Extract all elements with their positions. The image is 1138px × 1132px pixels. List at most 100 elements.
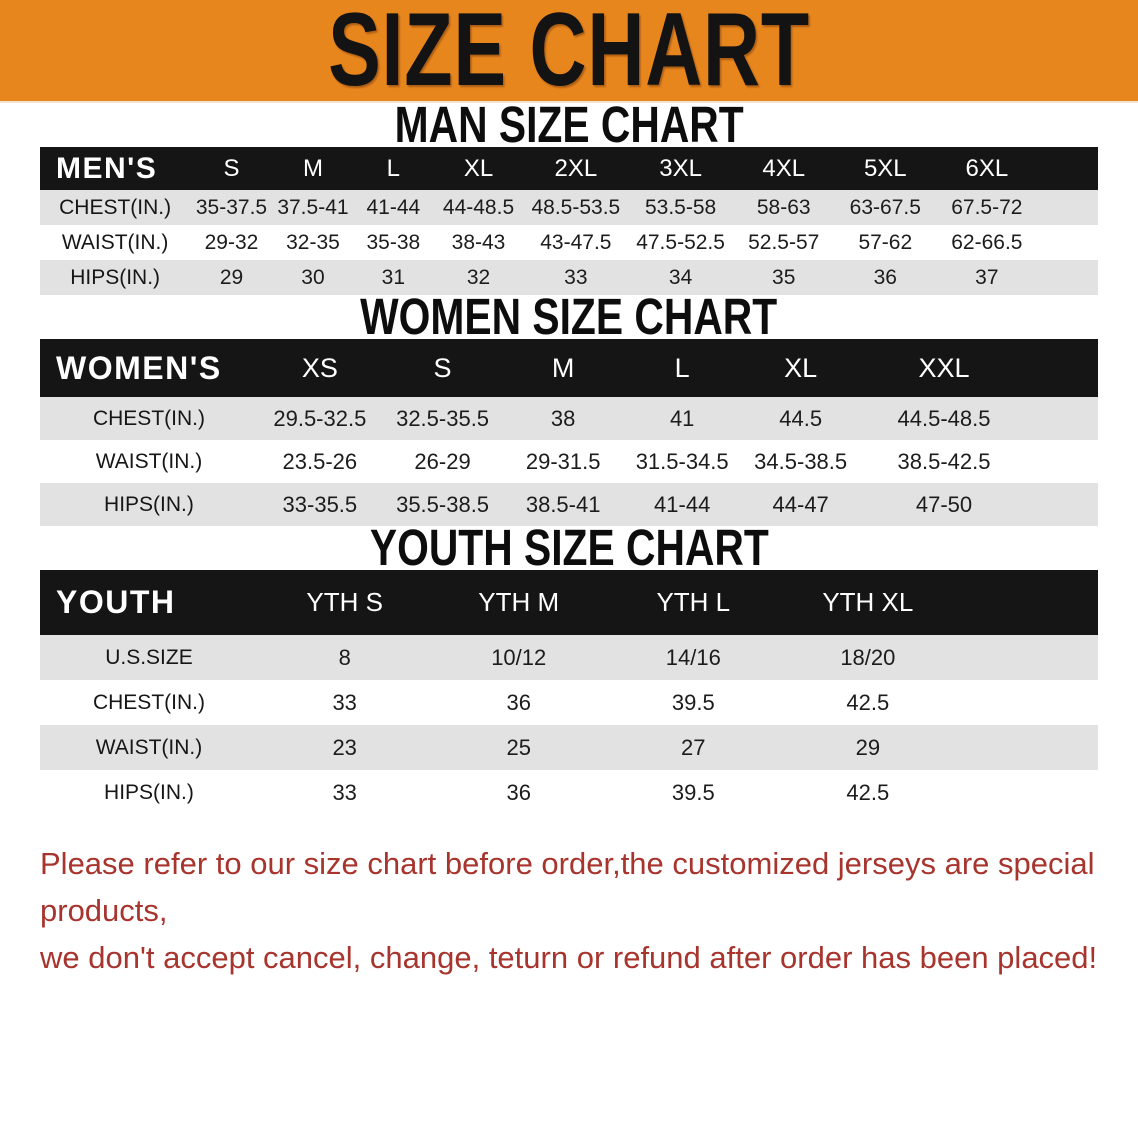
cell: 39.5 (606, 680, 781, 725)
cell: 38-43 (433, 225, 524, 260)
cell: 47-50 (859, 483, 1029, 526)
women-waist-row: WAIST(IN.) 23.5-26 26-29 29-31.5 31.5-34… (40, 440, 1098, 483)
column-header: YTH M (431, 570, 606, 635)
cell: 41-44 (622, 483, 742, 526)
row-label: CHEST(IN.) (40, 680, 258, 725)
spacer-cell (955, 770, 1098, 815)
spacer-cell (955, 725, 1098, 770)
cell: 25 (431, 725, 606, 770)
cell: 38.5-42.5 (859, 440, 1029, 483)
cell: 53.5-58 (628, 190, 733, 225)
column-header: YTH S (257, 570, 432, 635)
spacer-cell (1028, 440, 1098, 483)
cell: 37.5-41 (272, 190, 354, 225)
women-section-heading-text: WOMEN SIZE CHART (360, 288, 778, 345)
cell: 30 (272, 260, 354, 295)
column-header: L (353, 147, 434, 190)
cell: 58-63 (732, 190, 835, 225)
youth-waist-row: WAIST(IN.) 23 25 27 29 (40, 725, 1098, 770)
spacer-cell (1037, 225, 1098, 260)
cell: 27 (606, 725, 781, 770)
cell: 52.5-57 (732, 225, 835, 260)
column-header: 5XL (834, 147, 937, 190)
spacer-cell (1037, 147, 1098, 190)
men-table-title: MEN'S (40, 147, 191, 190)
cell: 41-44 (353, 190, 434, 225)
cell: 63-67.5 (834, 190, 937, 225)
youth-section-heading: YOUTH SIZE CHART (0, 522, 1138, 573)
youth-hips-row: HIPS(IN.) 33 36 39.5 42.5 (40, 770, 1098, 815)
cell: 38.5-41 (503, 483, 623, 526)
cell: 35-37.5 (190, 190, 273, 225)
men-waist-row: WAIST(IN.) 29-32 32-35 35-38 38-43 43-47… (40, 225, 1098, 260)
row-label: CHEST(IN.) (40, 190, 191, 225)
cell: 39.5 (606, 770, 781, 815)
row-label: CHEST(IN.) (40, 397, 258, 440)
men-size-table: MEN'S S M L XL 2XL 3XL 4XL 5XL 6XL CHEST… (40, 147, 1098, 295)
cell: 29 (780, 725, 956, 770)
row-label: HIPS(IN.) (40, 260, 191, 295)
column-header: XL (433, 147, 524, 190)
youth-ussize-row: U.S.SIZE 8 10/12 14/16 18/20 (40, 635, 1098, 680)
cell: 29-31.5 (503, 440, 623, 483)
men-hips-row: HIPS(IN.) 29 30 31 32 33 34 35 36 37 (40, 260, 1098, 295)
youth-table-title: YOUTH (40, 570, 258, 635)
spacer-cell (1028, 339, 1098, 397)
cell: 33 (257, 680, 432, 725)
cell: 18/20 (780, 635, 956, 680)
row-label: HIPS(IN.) (40, 483, 258, 526)
cell: 43-47.5 (523, 225, 629, 260)
column-header: S (190, 147, 273, 190)
cell: 34.5-38.5 (741, 440, 860, 483)
spacer-cell (955, 570, 1098, 635)
cell: 33-35.5 (257, 483, 382, 526)
cell: 57-62 (834, 225, 937, 260)
cell: 33 (523, 260, 629, 295)
men-section-heading: MAN SIZE CHART (0, 96, 1138, 153)
cell: 33 (257, 770, 432, 815)
row-label: WAIST(IN.) (40, 725, 258, 770)
column-header: S (381, 339, 504, 397)
column-header: YTH L (606, 570, 781, 635)
cell: 31.5-34.5 (622, 440, 742, 483)
youth-header-row: YOUTH YTH S YTH M YTH L YTH XL (40, 570, 1098, 635)
cell: 23 (257, 725, 432, 770)
cell: 23.5-26 (257, 440, 382, 483)
cell: 29 (190, 260, 273, 295)
cell: 36 (431, 680, 606, 725)
cell: 67.5-72 (936, 190, 1038, 225)
cell: 29-32 (190, 225, 273, 260)
women-size-table: WOMEN'S XS S M L XL XXL CHEST(IN.) 29.5-… (40, 339, 1098, 526)
cell: 10/12 (431, 635, 606, 680)
women-section-heading: WOMEN SIZE CHART (0, 288, 1138, 345)
cell: 8 (257, 635, 432, 680)
column-header: M (272, 147, 354, 190)
cell: 36 (431, 770, 606, 815)
column-header: 6XL (936, 147, 1038, 190)
cell: 41 (622, 397, 742, 440)
men-chest-row: CHEST(IN.) 35-37.5 37.5-41 41-44 44-48.5… (40, 190, 1098, 225)
cell: 42.5 (780, 770, 956, 815)
cell: 35-38 (353, 225, 434, 260)
youth-chest-row: CHEST(IN.) 33 36 39.5 42.5 (40, 680, 1098, 725)
cell: 37 (936, 260, 1038, 295)
men-header-row: MEN'S S M L XL 2XL 3XL 4XL 5XL 6XL (40, 147, 1098, 190)
women-hips-row: HIPS(IN.) 33-35.5 35.5-38.5 38.5-41 41-4… (40, 483, 1098, 526)
cell: 44-48.5 (433, 190, 524, 225)
cell: 44-47 (741, 483, 860, 526)
spacer-cell (1028, 483, 1098, 526)
men-section-heading-text: MAN SIZE CHART (394, 96, 744, 153)
cell: 42.5 (780, 680, 956, 725)
row-label: WAIST(IN.) (40, 225, 191, 260)
women-header-row: WOMEN'S XS S M L XL XXL (40, 339, 1098, 397)
column-header: YTH XL (780, 570, 956, 635)
spacer-cell (1028, 397, 1098, 440)
cell: 36 (834, 260, 937, 295)
disclaimer-line-1: Please refer to our size chart before or… (40, 846, 1095, 928)
cell: 32-35 (272, 225, 354, 260)
cell: 34 (628, 260, 733, 295)
row-label: WAIST(IN.) (40, 440, 258, 483)
cell: 35.5-38.5 (381, 483, 504, 526)
cell: 62-66.5 (936, 225, 1038, 260)
cell: 35 (732, 260, 835, 295)
